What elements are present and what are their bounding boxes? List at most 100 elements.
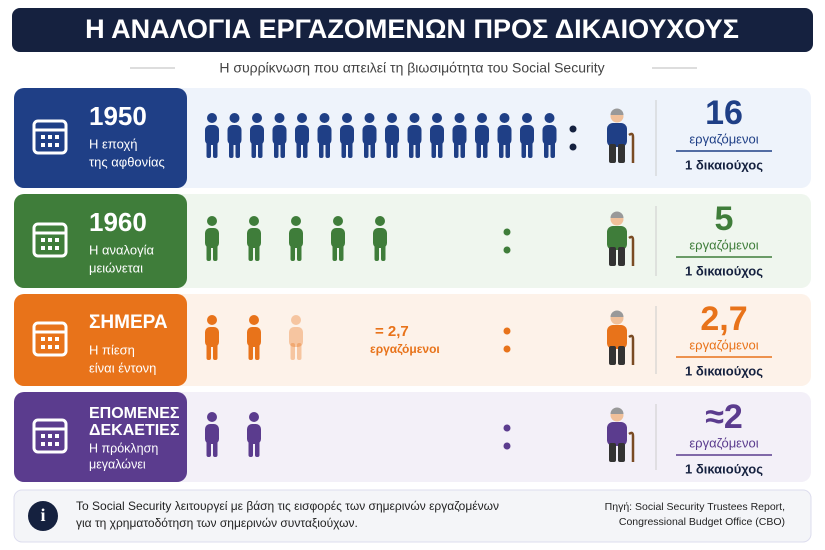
calendar-icon — [32, 222, 68, 258]
leg — [206, 141, 211, 158]
head — [364, 113, 375, 123]
leg — [364, 141, 369, 158]
head — [207, 216, 217, 226]
leg — [483, 141, 488, 158]
period: ΣΗΜΕΡΑ — [89, 312, 168, 333]
head — [387, 113, 397, 123]
title-bar — [12, 8, 813, 52]
source: Congressional Budget Office (CBO) — [619, 516, 785, 528]
footer-box — [13, 489, 812, 543]
torso — [250, 125, 264, 145]
head — [249, 315, 259, 325]
torso — [227, 125, 242, 145]
head — [291, 315, 301, 325]
calendar-day — [55, 434, 59, 438]
leg — [258, 141, 263, 158]
leg — [296, 141, 301, 158]
torso — [430, 125, 444, 145]
torso — [247, 327, 261, 347]
calendar-day — [48, 442, 52, 446]
torso — [317, 125, 332, 145]
leg — [206, 440, 211, 457]
period: 1960 — [89, 207, 147, 237]
torso — [272, 125, 287, 145]
head — [409, 113, 420, 123]
info-icon — [28, 501, 58, 531]
calendar-day — [48, 143, 52, 147]
leg — [454, 141, 459, 158]
head — [207, 113, 217, 123]
calendar-day — [48, 238, 52, 242]
source: Πηγή: Social Security Trustees Report, — [605, 501, 785, 513]
calendar-day — [55, 143, 59, 147]
elder-leg — [609, 247, 616, 266]
leg — [297, 244, 302, 261]
cane — [628, 132, 635, 163]
ratio: ≈2 — [705, 398, 743, 436]
torso — [331, 228, 345, 248]
leg — [339, 244, 344, 261]
ratio-unit: εργαζόμενοι — [689, 237, 758, 252]
torso — [289, 228, 303, 248]
elder-hair — [610, 211, 624, 218]
leg — [370, 141, 375, 158]
leg — [393, 141, 398, 158]
leg — [332, 244, 337, 261]
torso — [452, 125, 467, 145]
calendar-day — [48, 337, 52, 341]
leg — [325, 141, 330, 158]
worker-icons — [205, 412, 261, 457]
colon-dot — [569, 143, 577, 151]
row-desc: της αφθονίας — [89, 154, 165, 169]
torso — [205, 228, 219, 248]
leg — [251, 141, 256, 158]
elder-leg — [609, 346, 616, 365]
head — [297, 113, 307, 123]
leg — [297, 343, 302, 360]
torso — [247, 424, 261, 444]
torso — [542, 125, 557, 145]
torso — [295, 125, 309, 145]
leg — [409, 141, 414, 158]
period: ΕΠΟΜΕΝΕΣ — [89, 405, 180, 422]
colon-dot — [503, 327, 511, 335]
leg — [528, 141, 533, 158]
ratio: 2,7 — [700, 300, 747, 338]
leg — [248, 440, 253, 457]
head — [274, 113, 285, 123]
leg — [206, 343, 211, 360]
leg — [213, 244, 218, 261]
calendar-day — [55, 337, 59, 341]
elder-body — [607, 325, 627, 349]
leg — [476, 141, 481, 158]
colon-dot — [503, 442, 511, 450]
beneficiary: 1 δικαιούχος — [685, 157, 763, 172]
leg — [248, 244, 253, 261]
calendar-icon — [32, 119, 68, 155]
calendar-day — [41, 337, 45, 341]
leg — [280, 141, 285, 158]
head — [544, 113, 555, 123]
elder-hair — [610, 407, 624, 414]
calendar-icon — [32, 418, 68, 454]
head — [375, 216, 385, 226]
calendar-day — [55, 345, 59, 349]
period: 1950 — [89, 101, 147, 131]
head — [252, 113, 262, 123]
note: = 2,7 — [375, 323, 409, 340]
row-desc: Η αναλογία — [89, 242, 154, 257]
calendar-day — [55, 442, 59, 446]
elder-body — [607, 422, 627, 446]
subtitle: Η συρρίκνωση που απειλεί τη βιωσιμότητα … — [219, 60, 604, 76]
calendar-day — [55, 135, 59, 139]
torso — [475, 125, 489, 145]
colon-dot — [503, 246, 511, 254]
torso — [362, 125, 377, 145]
row-desc: Η πίεση — [89, 342, 135, 357]
head — [207, 412, 217, 422]
elder-leg — [618, 443, 625, 462]
row-desc: μεγαλώνει — [89, 457, 146, 471]
torso — [205, 125, 219, 145]
leg — [255, 244, 260, 261]
